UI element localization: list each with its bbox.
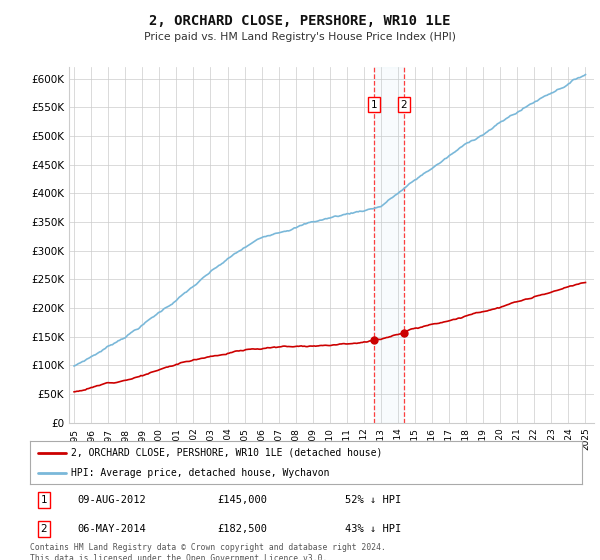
- Text: 2: 2: [40, 524, 47, 534]
- Text: Price paid vs. HM Land Registry's House Price Index (HPI): Price paid vs. HM Land Registry's House …: [144, 32, 456, 42]
- Text: £182,500: £182,500: [218, 524, 268, 534]
- Text: Contains HM Land Registry data © Crown copyright and database right 2024.
This d: Contains HM Land Registry data © Crown c…: [30, 543, 386, 560]
- Text: 2, ORCHARD CLOSE, PERSHORE, WR10 1LE (detached house): 2, ORCHARD CLOSE, PERSHORE, WR10 1LE (de…: [71, 448, 383, 458]
- Text: 1: 1: [371, 100, 377, 110]
- Text: 06-MAY-2014: 06-MAY-2014: [77, 524, 146, 534]
- Text: 43% ↓ HPI: 43% ↓ HPI: [344, 524, 401, 534]
- Text: 1: 1: [40, 496, 47, 506]
- Text: 09-AUG-2012: 09-AUG-2012: [77, 496, 146, 506]
- Text: 2: 2: [400, 100, 407, 110]
- Bar: [374, 67, 404, 423]
- Text: 2, ORCHARD CLOSE, PERSHORE, WR10 1LE: 2, ORCHARD CLOSE, PERSHORE, WR10 1LE: [149, 14, 451, 28]
- Text: HPI: Average price, detached house, Wychavon: HPI: Average price, detached house, Wych…: [71, 469, 330, 478]
- Text: 52% ↓ HPI: 52% ↓ HPI: [344, 496, 401, 506]
- Text: £145,000: £145,000: [218, 496, 268, 506]
